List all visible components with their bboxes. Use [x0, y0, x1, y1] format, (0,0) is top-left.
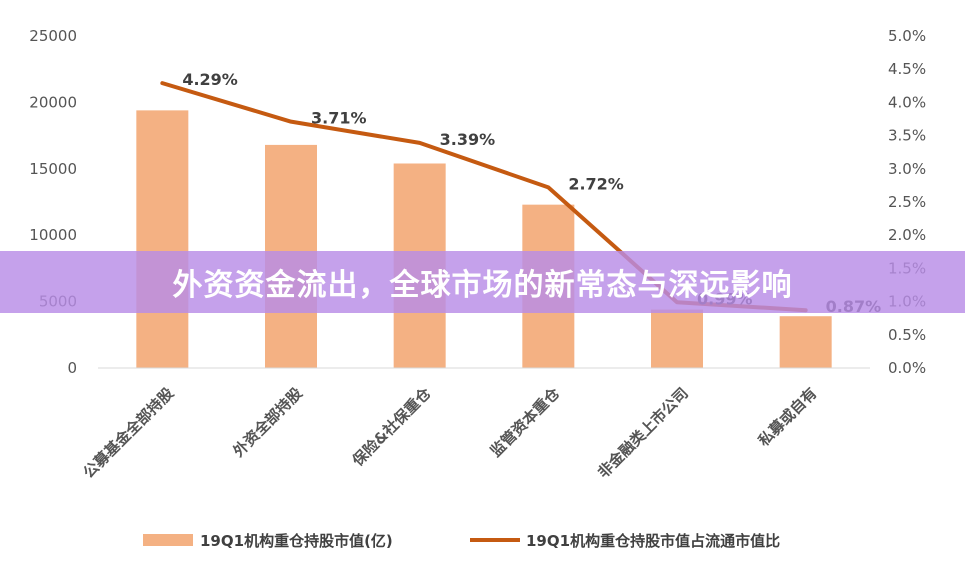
data-label: 2.72% [568, 174, 624, 193]
data-label: 3.71% [311, 109, 367, 128]
legend-line-label: 19Q1机构重仓持股市值占流通市值比 [526, 532, 780, 550]
y2-tick-label: 0.5% [888, 326, 926, 344]
category-label: 公募基金全部持股 [80, 383, 178, 481]
y2-tick-label: 5.0% [888, 27, 926, 45]
y2-tick-label: 3.0% [888, 160, 926, 178]
bar [651, 309, 703, 368]
y-tick-label: 15000 [29, 160, 77, 178]
category-labels: 公募基金全部持股 外资全部持股 保险&社保重仓 监管资本重仓 非金融类上市公司 私募或自有 [80, 383, 821, 481]
category-label: 外资全部持股 [229, 383, 307, 461]
data-label: 4.29% [182, 70, 238, 89]
y2-tick-label: 4.5% [888, 60, 926, 78]
title-banner: 外资资金流出，全球市场的新常态与深远影响 [0, 251, 965, 313]
category-label: 保险&社保重仓 [348, 383, 435, 470]
y2-tick-label: 3.5% [888, 127, 926, 145]
y-tick-label: 20000 [29, 93, 77, 111]
legend: 19Q1机构重仓持股市值(亿) 19Q1机构重仓持股市值占流通市值比 [143, 532, 780, 550]
y2-tick-label: 4.0% [888, 93, 926, 111]
y-tick-label: 0 [67, 359, 77, 377]
category-label: 非金融类上市公司 [594, 384, 692, 482]
category-label: 监管资本重仓 [487, 383, 564, 460]
y-tick-label: 10000 [29, 226, 77, 244]
y2-tick-label: 2.5% [888, 193, 926, 211]
legend-bar-swatch [143, 534, 193, 546]
left-axis-ticks: 0500010000150002000025000 [29, 27, 77, 377]
bar-series [136, 110, 832, 369]
data-label: 3.39% [440, 130, 496, 149]
y2-tick-label: 2.0% [888, 226, 926, 244]
right-axis-ticks: 0.0%0.5%1.0%1.5%2.0%2.5%3.0%3.5%4.0%4.5%… [888, 27, 926, 377]
banner-title: 外资资金流出，全球市场的新常态与深远影响 [172, 268, 793, 303]
bar [136, 110, 189, 369]
y-tick-label: 25000 [29, 27, 77, 45]
category-label: 私募或自有 [754, 384, 820, 450]
y2-tick-label: 0.0% [888, 359, 926, 377]
bar [779, 316, 832, 368]
legend-bar-label: 19Q1机构重仓持股市值(亿) [200, 532, 393, 550]
